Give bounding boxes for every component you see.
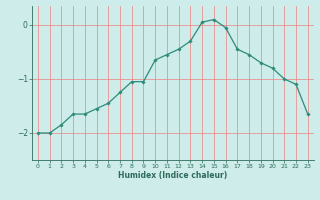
X-axis label: Humidex (Indice chaleur): Humidex (Indice chaleur) (118, 171, 228, 180)
